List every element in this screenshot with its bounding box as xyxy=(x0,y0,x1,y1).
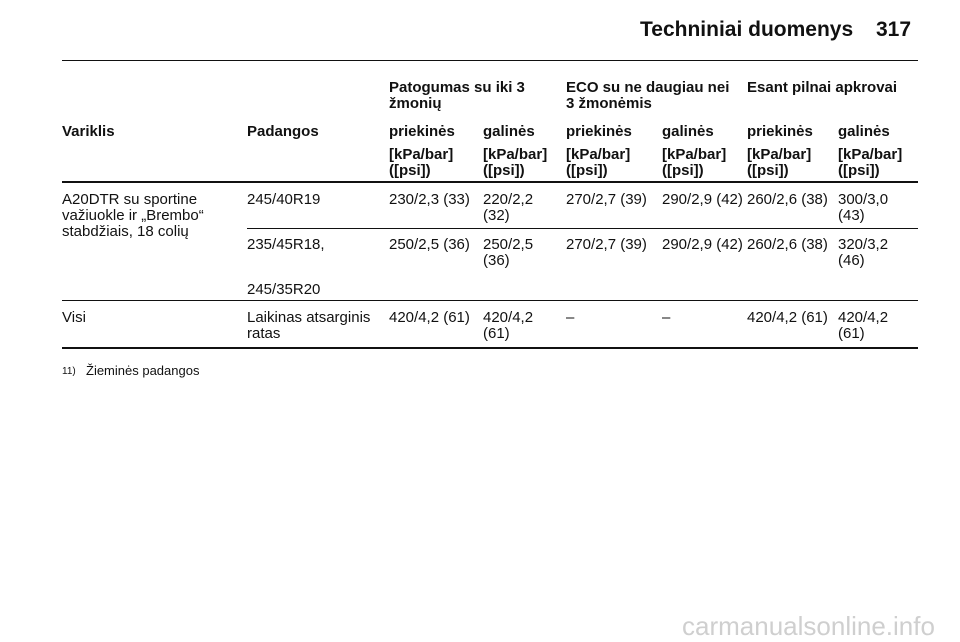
pressure-cell: 260/2,6 (38) xyxy=(747,191,828,208)
rule xyxy=(62,60,918,61)
group-header: Patogumas su iki 3 žmonių xyxy=(389,79,525,112)
tire-cell: 235/45R18, xyxy=(247,236,325,253)
column-header: Padangos xyxy=(247,123,319,140)
unit-header: [kPa/bar] ([psi]) xyxy=(483,146,548,179)
column-header: Variklis xyxy=(62,123,115,140)
engine-cell: A20DTR su sportine važiuokle ir „Brembo“… xyxy=(62,191,204,240)
engine-cell: Visi xyxy=(62,309,86,326)
unit-header: [kPa/bar] ([psi]) xyxy=(389,146,454,179)
pressure-cell: 250/2,5 (36) xyxy=(483,236,534,269)
pressure-cell: 230/2,3 (33) xyxy=(389,191,470,208)
pressure-cell: 320/3,2 (46) xyxy=(838,236,889,269)
watermark: carmanualsonline.info xyxy=(682,611,935,641)
pressure-cell: 250/2,5 (36) xyxy=(389,236,470,253)
column-header: priekinės xyxy=(389,123,455,140)
pressure-cell: 290/2,9 (42) xyxy=(662,236,743,253)
rule xyxy=(62,300,918,301)
pressure-cell: 300/3,0 (43) xyxy=(838,191,889,224)
column-header: priekinės xyxy=(566,123,632,140)
tire-cell: 245/40R19 xyxy=(247,191,321,208)
unit-header: [kPa/bar] ([psi]) xyxy=(662,146,727,179)
column-header: galinės xyxy=(838,123,890,140)
unit-header: [kPa/bar] ([psi]) xyxy=(838,146,903,179)
footnote-mark: 11) xyxy=(62,366,76,377)
pressure-cell: 420/4,2 (61) xyxy=(747,309,828,326)
pressure-cell: 270/2,7 (39) xyxy=(566,191,647,208)
page-number: 317 xyxy=(876,18,912,41)
pressure-cell: 220/2,2 (32) xyxy=(483,191,534,224)
pressure-cell: 420/4,2 (61) xyxy=(838,309,889,342)
pressure-cell: 290/2,9 (42) xyxy=(662,191,743,208)
column-header: priekinės xyxy=(747,123,813,140)
pressure-cell: – xyxy=(566,309,575,326)
group-header: Esant pilnai apkrovai xyxy=(747,79,898,96)
pressure-cell: 270/2,7 (39) xyxy=(566,236,647,253)
unit-header: [kPa/bar] ([psi]) xyxy=(747,146,812,179)
pressure-cell: – xyxy=(662,309,671,326)
tire-cell: 245/35R20 xyxy=(247,281,321,298)
column-header: galinės xyxy=(662,123,714,140)
group-header: ECO su ne daugiau nei 3 žmonėmis xyxy=(566,79,730,112)
column-header: galinės xyxy=(483,123,535,140)
rule xyxy=(247,228,918,229)
unit-header: [kPa/bar] ([psi]) xyxy=(566,146,631,179)
footnote-text: Žieminės padangos xyxy=(86,363,200,378)
header-title: Techniniai duomenys xyxy=(640,18,854,41)
rule xyxy=(62,347,918,349)
pressure-cell: 420/4,2 (61) xyxy=(483,309,534,342)
pressure-cell: 260/2,6 (38) xyxy=(747,236,828,253)
rule xyxy=(62,181,918,183)
tire-cell: Laikinas atsarginis ratas xyxy=(247,309,371,342)
pressure-cell: 420/4,2 (61) xyxy=(389,309,470,326)
